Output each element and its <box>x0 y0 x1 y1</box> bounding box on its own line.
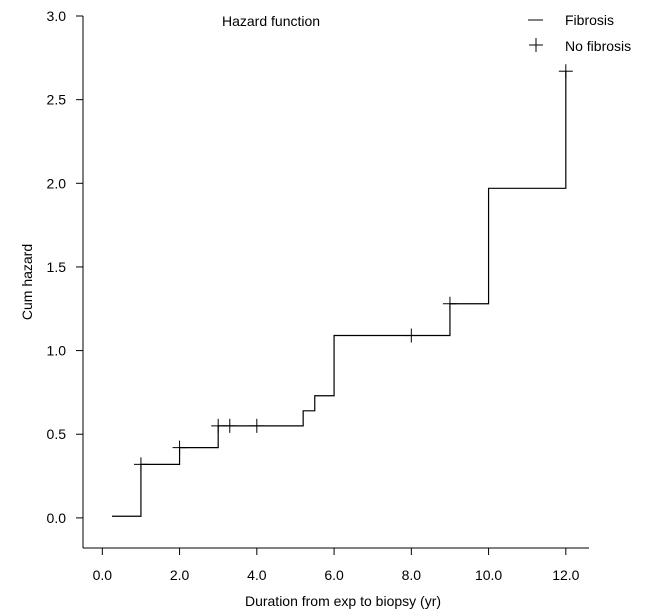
censor-marker <box>442 296 457 311</box>
y-tick-label: 1.5 <box>47 259 67 275</box>
x-tick-label: 4.0 <box>247 567 267 583</box>
censor-marker <box>249 418 264 433</box>
plot-area <box>111 64 573 517</box>
legend: Fibrosis No fibrosis <box>528 12 631 54</box>
x-ticks: 0.0 2.0 4.0 6.0 8.0 10.0 12.0 <box>93 548 580 583</box>
y-ticks: 0.0 0.5 1.0 1.5 2.0 2.5 3.0 <box>47 8 83 526</box>
censor-marker <box>133 457 148 472</box>
censor-marker <box>558 64 573 79</box>
x-axis-title: Duration from exp to biopsy (yr) <box>245 593 441 609</box>
y-tick-label: 0.0 <box>47 510 67 526</box>
series-line-fibrosis <box>111 71 567 517</box>
y-tick-label: 1.0 <box>47 343 67 359</box>
y-tick-label: 0.5 <box>47 426 67 442</box>
chart-title: Hazard function <box>222 13 320 29</box>
legend-label-no-fibrosis: No fibrosis <box>565 38 631 54</box>
y-tick-label: 2.5 <box>47 92 67 108</box>
y-tick-label: 2.0 <box>47 175 67 191</box>
y-tick-label: 3.0 <box>47 8 67 24</box>
legend-plus-symbol <box>529 38 543 52</box>
y-axis-title: Cum hazard <box>19 244 35 320</box>
censor-marker <box>222 418 237 433</box>
x-tick-label: 2.0 <box>170 567 190 583</box>
censor-marker <box>404 328 419 343</box>
x-tick-label: 10.0 <box>475 567 502 583</box>
x-tick-label: 12.0 <box>552 567 579 583</box>
x-tick-label: 8.0 <box>402 567 422 583</box>
x-tick-label: 0.0 <box>93 567 113 583</box>
legend-label-fibrosis: Fibrosis <box>565 12 614 28</box>
censor-marker <box>172 440 187 455</box>
x-tick-label: 6.0 <box>324 567 344 583</box>
